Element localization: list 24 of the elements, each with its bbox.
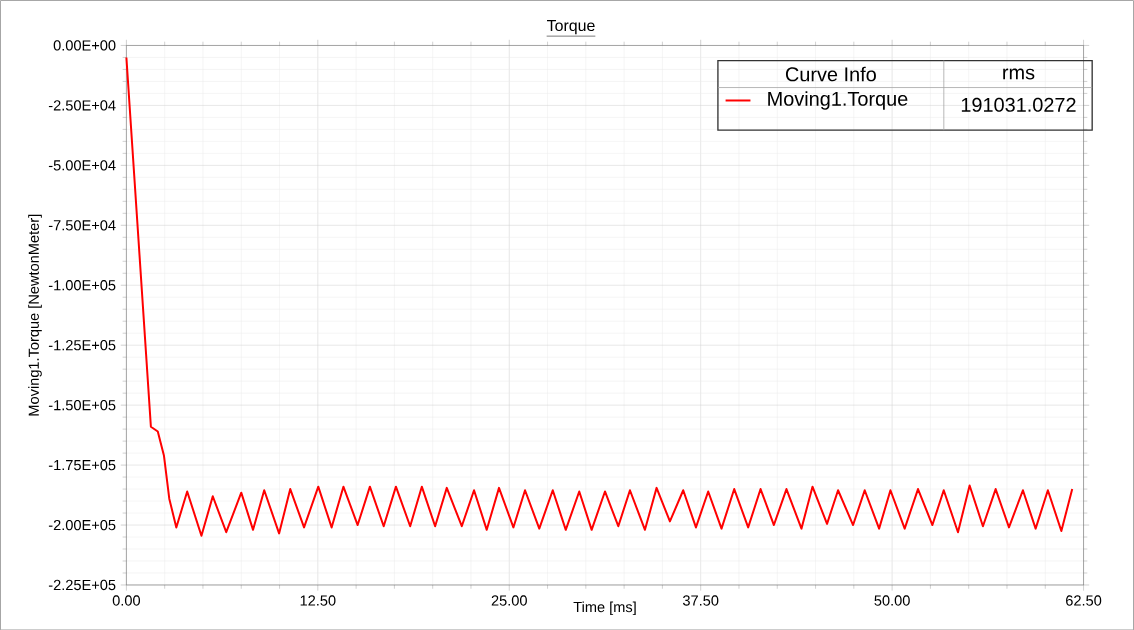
chart-title: Torque — [547, 19, 595, 35]
line-series — [125, 56, 1074, 537]
x-tick-label: 50.00 — [874, 595, 910, 606]
y-tick-label: -2.00E+05 — [48, 519, 116, 530]
y-tick-label: -1.25E+05 — [48, 339, 116, 351]
x-tick-label: 37.50 — [682, 595, 719, 606]
x-tick-label: 12.50 — [300, 595, 336, 606]
annotation: 191031.0272 — [961, 97, 1076, 112]
y-tick-label: -1.00E+05 — [48, 279, 116, 291]
x-tick-label: 25.00 — [491, 595, 527, 606]
x-tick-label: 62.50 — [1066, 595, 1102, 606]
x-axis-title: Time [ms] — [573, 601, 636, 615]
y-tick-label: -1.50E+05 — [48, 399, 116, 411]
y-axis-title: Moving1.Torque [NewtonMeter] — [28, 214, 42, 416]
legend-title: Curve Info — [785, 66, 876, 82]
y-tick-label: 0.00E+00 — [53, 40, 116, 51]
y-tick-label: -2.25E+05 — [48, 579, 116, 590]
legend-label: Moving1.Torque — [768, 90, 908, 110]
x-tick-label: 0.00 — [112, 595, 141, 606]
y-tick-label: -5.00E+04 — [48, 159, 116, 171]
y-tick-label: -7.50E+04 — [48, 219, 116, 231]
y-tick-label: -1.75E+05 — [48, 459, 116, 471]
annotation: rms — [1003, 68, 1035, 80]
y-tick-label: -2.50E+04 — [48, 100, 116, 111]
